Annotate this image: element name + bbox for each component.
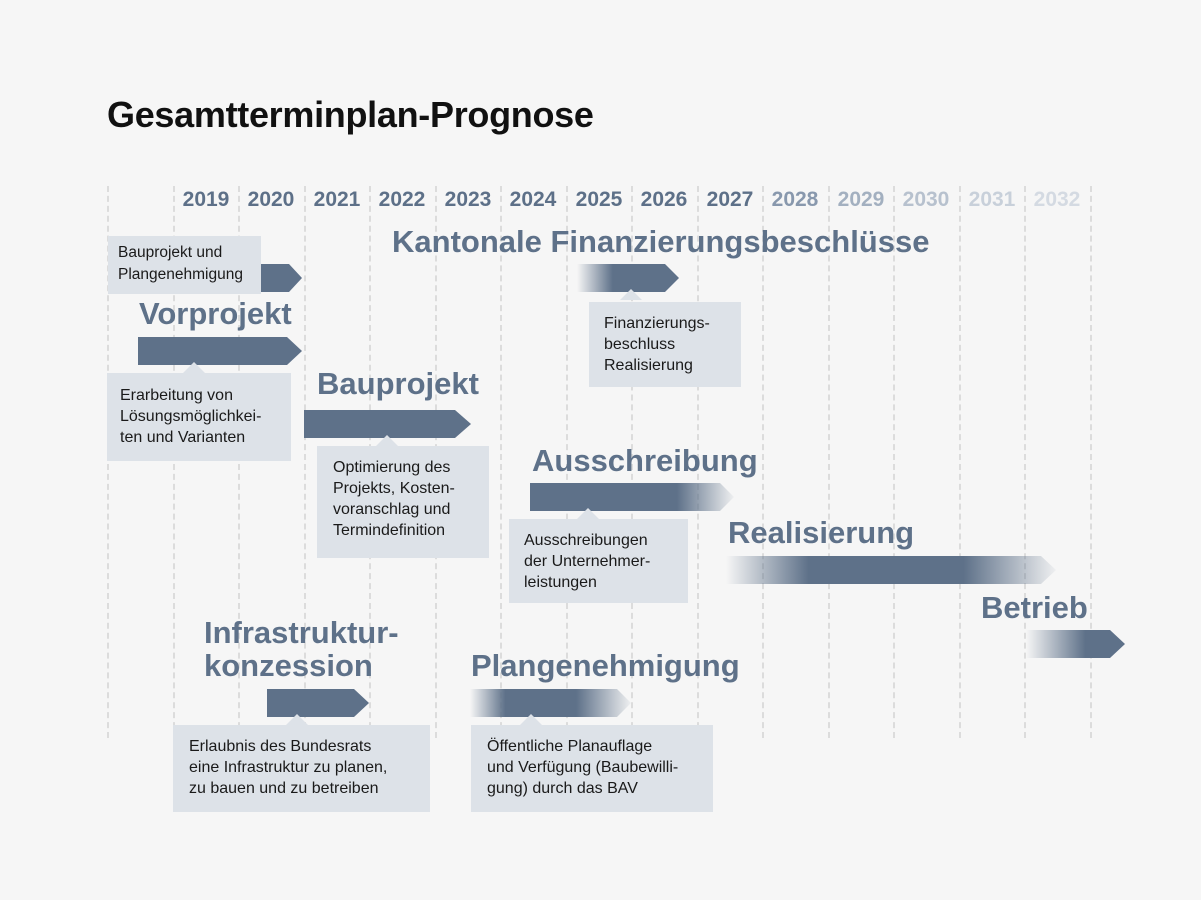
grid-line (631, 186, 633, 738)
finanzierung-bar (577, 264, 679, 292)
year-label: 2022 (378, 188, 426, 211)
ausschreibung-box-pointer (577, 508, 599, 519)
year-label: 2024 (509, 188, 557, 211)
betrieb-bar (1026, 630, 1125, 658)
grid-line (304, 186, 306, 738)
ausschreibung-description-box: Ausschreibungen der Unternehmer- leistun… (509, 519, 688, 603)
grid-line (500, 186, 502, 738)
grid-line (828, 186, 830, 738)
year-label: 2029 (837, 188, 885, 211)
grid-line (959, 186, 961, 738)
plangenehmigung-description-box: Öffentliche Planauflage und Verfügung (B… (471, 725, 713, 812)
year-label: 2025 (575, 188, 623, 211)
plangenehmigung-box-pointer (520, 714, 542, 725)
grid-line (566, 186, 568, 738)
year-label: 2032 (1033, 188, 1081, 211)
year-label: 2026 (640, 188, 688, 211)
vorprojekt-box-pointer (183, 362, 205, 373)
page-title: Gesamtterminplan-Prognose (107, 94, 594, 135)
grid-line (697, 186, 699, 738)
vorprojekt-bar (138, 337, 302, 365)
bauprojekt-plangenehmigung-box: Bauprojekt und Plangenehmigung (108, 236, 261, 294)
year-label: 2019 (182, 188, 230, 211)
year-label: 2030 (902, 188, 950, 211)
phase-title-kantonale-finanzierungsbeschluesse: Kantonale Finanzierungsbeschlüsse (392, 224, 930, 259)
plangenehmigung-bar (470, 689, 631, 717)
grid-line (1090, 186, 1092, 738)
phase-title-realisierung: Realisierung (728, 515, 915, 550)
infrastruktur-description-box: Erlaubnis des Bundesrats eine Infrastruk… (173, 725, 430, 812)
bauprojekt-box-pointer (376, 435, 398, 446)
grid-line (238, 186, 240, 738)
finanzierung-description-box: Finanzierungs- beschluss Realisierung (589, 302, 741, 387)
grid-line (107, 186, 109, 738)
vorprojekt-description-box: Erarbeitung von Lösungsmöglichkei- ten u… (107, 373, 291, 461)
bauprojekt-plangenehmigung-arrow (261, 264, 302, 292)
year-label: 2027 (706, 188, 754, 211)
grid-line (1024, 186, 1026, 738)
phase-title-ausschreibung: Ausschreibung (532, 443, 758, 478)
phase-title-plangenehmigung: Plangenehmigung (471, 648, 740, 683)
year-label: 2021 (313, 188, 361, 211)
realisierung-bar (726, 556, 1056, 584)
grid-line (173, 186, 175, 738)
phase-title-bauprojekt: Bauprojekt (317, 366, 479, 401)
year-label: 2028 (771, 188, 819, 211)
grid-line (893, 186, 895, 738)
bauprojekt-description-box: Optimierung des Projekts, Kosten- vorans… (317, 446, 489, 558)
year-label: 2020 (247, 188, 295, 211)
finanzierung-box-pointer (620, 289, 642, 300)
phase-title-vorprojekt: Vorprojekt (139, 296, 292, 331)
phase-title-betrieb: Betrieb (981, 590, 1088, 625)
ausschreibung-bar (530, 483, 734, 511)
phase-title-infrastrukturkonzession: Infrastruktur- konzession (204, 615, 399, 683)
year-label: 2031 (968, 188, 1016, 211)
infrastruktur-bar (267, 689, 369, 717)
infrastruktur-box-pointer (286, 714, 308, 725)
grid-line (762, 186, 764, 738)
year-label: 2023 (444, 188, 492, 211)
bauprojekt-bar (304, 410, 471, 438)
